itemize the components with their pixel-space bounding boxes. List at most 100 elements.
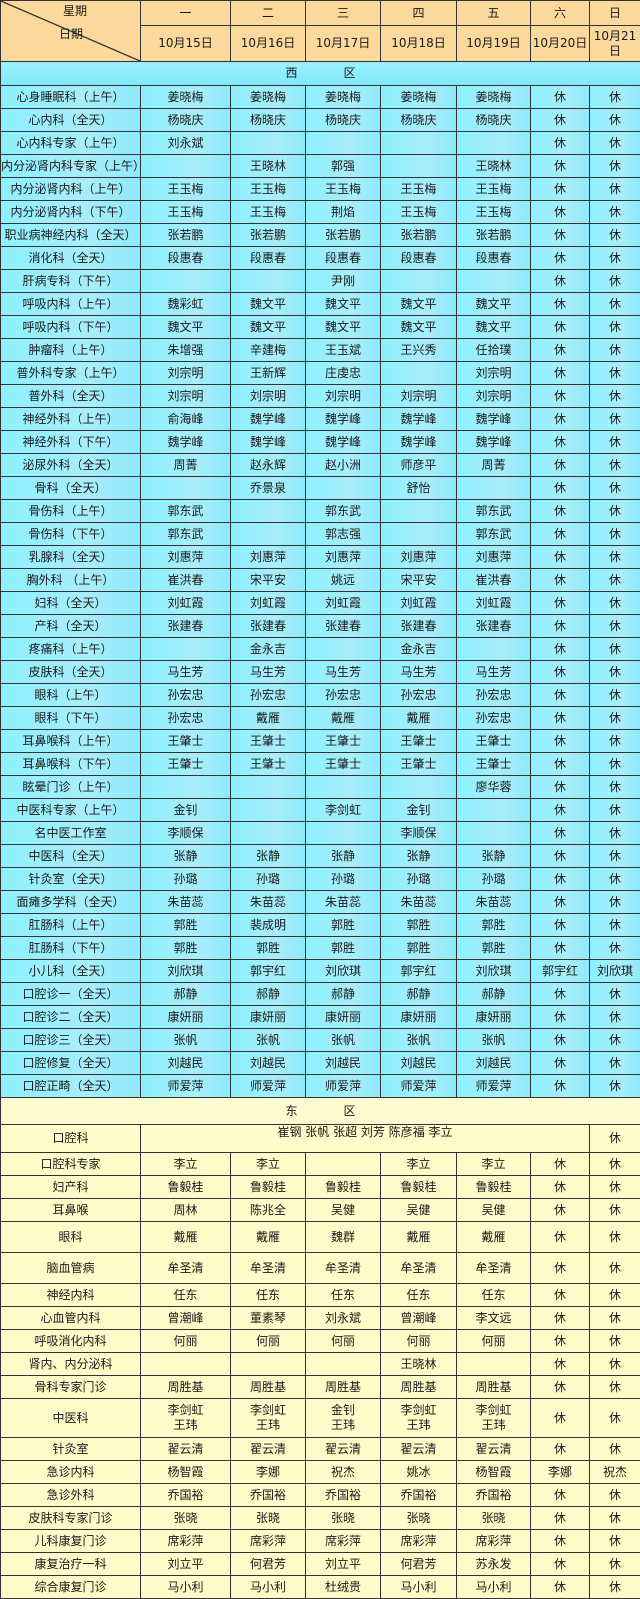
table-row: 口腔诊二（全天）康妍丽康妍丽康妍丽康妍丽康妍丽休休 (1, 1006, 640, 1029)
doctor-cell: 休 (590, 224, 640, 247)
department-label: 神经内科 (1, 1284, 141, 1307)
department-label: 心内科（全天） (1, 109, 141, 132)
table-row: 耳鼻喉科（上午）王肇士王肇士王肇士王肇士王肇士休休 (1, 730, 640, 753)
doctor-cell (306, 638, 381, 661)
table-row: 妇产科鲁毅桂鲁毅桂鲁毅桂鲁毅桂鲁毅桂休休 (1, 1176, 640, 1199)
table-row: 心内科专家（上午）刘永斌休休 (1, 132, 640, 155)
table-row: 耳鼻喉科（下午）王肇士王肇士王肇士王肇士王肇士休休 (1, 753, 640, 776)
doctor-cell: 姜晓梅 (381, 86, 457, 109)
doctor-cell: 休 (531, 1507, 590, 1530)
table-row: 口腔科专家李立李立李立李立休休 (1, 1153, 640, 1176)
doctor-cell: 翟云清 (141, 1438, 231, 1461)
department-label: 皮肤科专家门诊 (1, 1507, 141, 1530)
doctor-cell: 郭胜 (457, 914, 531, 937)
doctor-cell: 李剑虹 王玮 (457, 1399, 531, 1438)
doctor-cell: 休 (531, 822, 590, 845)
doctor-cell: 休 (531, 914, 590, 937)
doctor-cell: 张静 (381, 845, 457, 868)
doctor-cell: 赵永辉 (231, 454, 306, 477)
doctor-cell: 刘虹霞 (381, 592, 457, 615)
doctor-cell: 张建春 (231, 615, 306, 638)
department-label: 普外科专家（上午） (1, 362, 141, 385)
weekday-header: 六 (531, 1, 590, 26)
doctor-cell: 赵小洲 (306, 454, 381, 477)
table-row: 面瘫多学科（全天）朱苗蕊朱苗蕊朱苗蕊朱苗蕊朱苗蕊休休 (1, 891, 640, 914)
doctor-cell: 刘越民 (381, 1052, 457, 1075)
department-label: 皮肤科（全天） (1, 661, 141, 684)
doctor-cell: 王玉梅 (231, 178, 306, 201)
section-title-part: 区 (344, 1104, 356, 1118)
department-label: 儿科康复门诊 (1, 1530, 141, 1553)
doctor-cell: 孙璐 (306, 868, 381, 891)
doctor-cell: 魏学峰 (457, 408, 531, 431)
doctor-cell: 任东 (231, 1284, 306, 1307)
table-row: 名中医工作室李顺保李顺保休休 (1, 822, 640, 845)
doctor-cell: 周胜基 (231, 1376, 306, 1399)
doctor-cell (306, 477, 381, 500)
department-label: 名中医工作室 (1, 822, 141, 845)
doctor-cell: 魏文平 (306, 293, 381, 316)
doctor-cell: 休 (531, 638, 590, 661)
doctor-cell: 任东 (381, 1284, 457, 1307)
doctor-cell: 康妍丽 (457, 1006, 531, 1029)
doctor-cell (231, 270, 306, 293)
table-row: 肿瘤科（上午）朱增强辛建梅王玉斌王兴秀任拾璞休休 (1, 339, 640, 362)
doctor-cell: 崔洪春 (457, 569, 531, 592)
doctor-cell: 王玉梅 (457, 178, 531, 201)
doctor-cell: 郝静 (141, 983, 231, 1006)
doctor-cell: 休 (531, 1399, 590, 1438)
doctor-cell: 宋平安 (381, 569, 457, 592)
doctor-cell: 休 (590, 891, 640, 914)
doctor-cell: 休 (590, 1530, 640, 1553)
doctor-cell (457, 477, 531, 500)
department-label: 口腔科 (1, 1125, 141, 1153)
doctor-cell: 休 (531, 224, 590, 247)
doctor-cell: 王肇士 (306, 730, 381, 753)
doctor-cell: 乔国裕 (457, 1484, 531, 1507)
table-row: 骨伤科（上午）郭东武郭东武郭东武休休 (1, 500, 640, 523)
doctor-cell: 翟云清 (306, 1438, 381, 1461)
doctor-cell: 张静 (457, 845, 531, 868)
doctor-cell: 朱苗蕊 (141, 891, 231, 914)
doctor-cell: 庄虔忠 (306, 362, 381, 385)
doctor-cell: 孙宏忠 (457, 684, 531, 707)
table-row: 内分泌肾内科（上午）王玉梅王玉梅王玉梅王玉梅王玉梅休休 (1, 178, 640, 201)
doctor-cell: 休 (531, 1307, 590, 1330)
doctor-cell: 李立 (381, 1153, 457, 1176)
doctor-cell: 师爱萍 (381, 1075, 457, 1098)
doctor-cell: 吴健 (306, 1199, 381, 1222)
department-label: 疼痛科（上午） (1, 638, 141, 661)
doctor-cell: 王晓林 (381, 1353, 457, 1376)
doctor-cell (231, 523, 306, 546)
doctor-cell: 张晓 (306, 1507, 381, 1530)
doctor-cell: 休 (590, 408, 640, 431)
doctor-cell: 休 (590, 1153, 640, 1176)
doctor-cell: 刘宗明 (381, 385, 457, 408)
table-row: 内分泌肾内科（下午）王玉梅王玉梅荆焰王玉梅王玉梅休休 (1, 201, 640, 224)
doctor-cell (141, 477, 231, 500)
doctor-cell: 王玉梅 (141, 201, 231, 224)
doctor-cell: 何丽 (457, 1330, 531, 1353)
doctor-cell: 休 (531, 86, 590, 109)
doctor-cell: 魏文平 (306, 316, 381, 339)
date-header: 10月18日 (381, 26, 457, 62)
department-label: 面瘫多学科（全天） (1, 891, 141, 914)
doctor-cell: 郭胜 (141, 914, 231, 937)
doctor-cell: 马生芳 (457, 661, 531, 684)
doctor-cell: 休 (590, 684, 640, 707)
doctor-cell: 休 (590, 822, 640, 845)
department-label: 口腔诊一（全天） (1, 983, 141, 1006)
doctor-cell: 马小利 (231, 1576, 306, 1599)
doctor-cell: 休 (590, 1507, 640, 1530)
table-row: 心身睡眠科（上午）姜晓梅姜晓梅姜晓梅姜晓梅姜晓梅休休 (1, 86, 640, 109)
department-label: 胸外科 （上午） (1, 569, 141, 592)
doctor-cell: 休 (531, 592, 590, 615)
doctor-cell: 休 (531, 1376, 590, 1399)
table-row: 针灸室（全天）孙璐孙璐孙璐孙璐孙璐休休 (1, 868, 640, 891)
doctor-cell: 休 (590, 1353, 640, 1376)
department-label: 神经外科（下午） (1, 431, 141, 454)
doctor-cell: 刘惠萍 (457, 546, 531, 569)
doctor-cell: 郭胜 (306, 937, 381, 960)
doctor-cell: 席彩萍 (141, 1530, 231, 1553)
